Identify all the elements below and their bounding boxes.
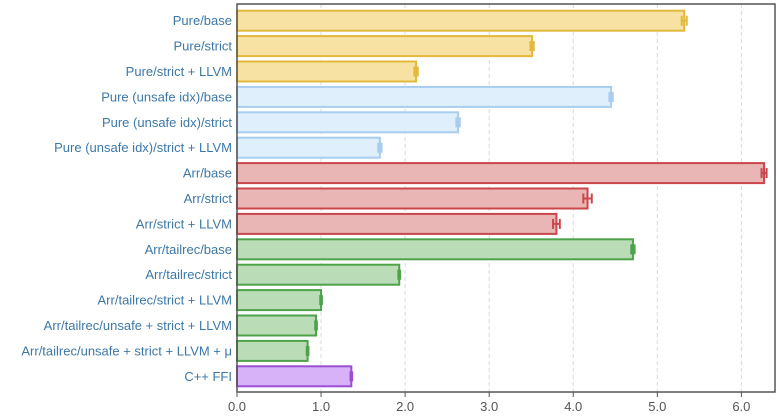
category-label: Pure (unsafe idx)/base [101,89,232,104]
error-bar [349,371,354,382]
bar [236,187,589,210]
category-label: Pure/strict [173,39,232,54]
error-bar [413,66,419,77]
x-tick-label: 4.0 [564,399,582,414]
x-axis-ticks: 0.0 1.0 2.0 3.0 4.0 5.0 6.0 [228,392,750,414]
category-label: Arr/tailrec/strict + LLVM [98,293,232,308]
error-bar [377,142,383,153]
bar [236,263,401,286]
category-label: Arr/strict [184,191,233,206]
error-bar [680,15,688,26]
category-label: Arr/tailrec/base [145,242,232,257]
bar [236,289,323,312]
error-bar [319,295,323,306]
category-label: Arr/tailrec/strict [145,267,232,282]
bar [236,136,381,159]
error-bar [552,218,561,229]
category-label: Pure/base [173,13,232,28]
category-label: Pure (unsafe idx)/strict + LLVM [54,140,232,155]
bars [236,9,768,388]
x-tick-label: 3.0 [480,399,498,414]
x-tick-label: 1.0 [312,399,330,414]
category-label: Pure/strict + LLVM [126,64,232,79]
bar [236,9,686,32]
category-label: Arr/tailrec/unsafe + strict + LLVM [44,318,232,333]
bar [236,212,558,235]
category-label: Arr/base [183,166,232,181]
category-label: Arr/strict + LLVM [136,216,232,231]
x-tick-label: 6.0 [732,399,750,414]
error-bar [760,168,768,179]
error-bar [305,345,310,356]
error-bar [582,193,593,204]
error-bar [397,269,402,280]
error-bar [630,244,636,255]
bar [236,238,634,261]
x-tick-label: 5.0 [648,399,666,414]
category-labels: Pure/base Pure/strict Pure/strict + LLVM Pu… [21,13,232,384]
error-bar [529,41,535,52]
bar [236,314,318,337]
bar [236,60,418,83]
error-bar [314,320,318,331]
bar [236,111,460,134]
x-tick-label: 0.0 [228,399,246,414]
error-bar [608,91,614,102]
bar [236,365,353,388]
x-tick-label: 2.0 [396,399,414,414]
bar [236,85,613,108]
error-bar [455,117,461,128]
plot-frame [236,3,776,393]
bar [236,162,766,185]
bar [236,35,534,58]
category-label: Arr/tailrec/unsafe + strict + LLVM + μ [21,343,232,358]
category-label: Pure (unsafe idx)/strict [102,115,232,130]
category-label: C++ FFI [184,369,232,384]
bar [236,339,309,362]
